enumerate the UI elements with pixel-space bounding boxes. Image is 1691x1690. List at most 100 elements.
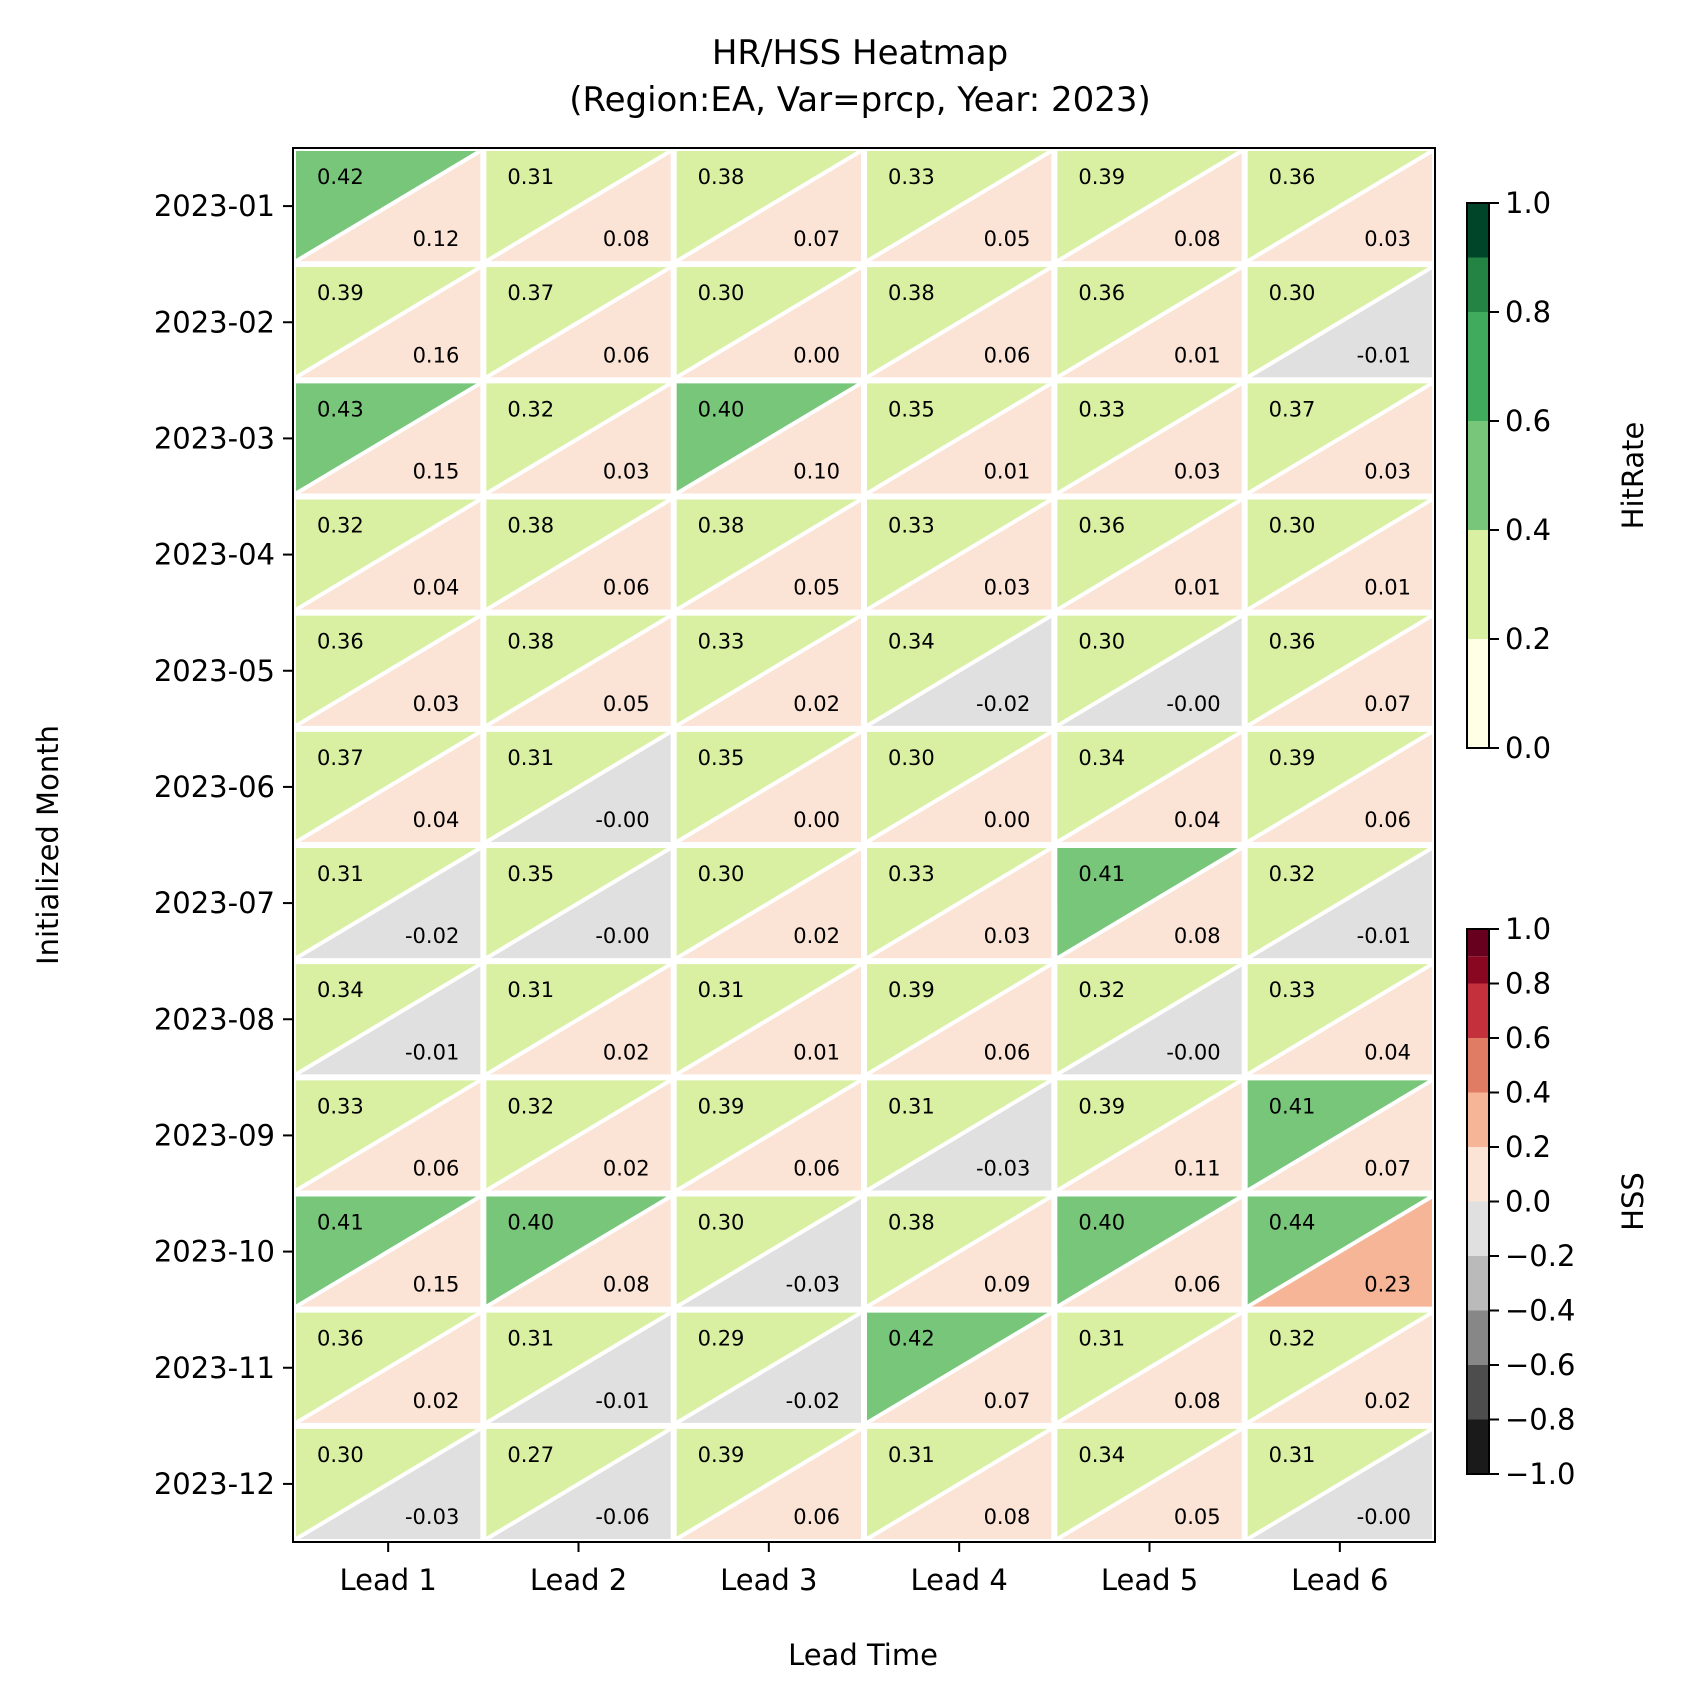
cell-diagonal xyxy=(1246,1427,1434,1541)
cell-diagonal xyxy=(675,1078,863,1193)
cell-diagonal xyxy=(294,846,482,960)
colorbar-tick-label: 0.2 xyxy=(1505,622,1551,656)
heatmap-cell-labels: 0.42 0.12 0.31 0.08 0.38 0.07 0.33 0.05 0.39 0.08… xyxy=(317,165,1411,1529)
hss-label: 0.06 xyxy=(1174,1273,1221,1297)
hss-label: 0.04 xyxy=(1174,808,1221,832)
hss-label: -0.00 xyxy=(1357,1505,1411,1529)
cell-diagonal xyxy=(865,730,1053,844)
colorbar-segment xyxy=(1467,639,1489,748)
x-axis-ticks: Lead 1 Lead 2 Lead 3 Lead 4 Lead 5 Lead 6 xyxy=(339,1542,1389,1597)
hss-label: 0.02 xyxy=(603,1040,650,1064)
y-tick-label: 2023-08 xyxy=(154,1002,275,1036)
hitrate-label: 0.39 xyxy=(698,1094,745,1118)
hitrate-label: 0.40 xyxy=(507,1211,554,1235)
cell-diagonal xyxy=(675,1427,863,1541)
cell-diagonal xyxy=(485,265,672,380)
hitrate-triangle xyxy=(486,383,671,494)
hitrate-label: 0.35 xyxy=(698,746,745,770)
heatmap-cells xyxy=(294,149,1434,1541)
hss-label: -0.01 xyxy=(1357,924,1411,948)
y-tick-label: 2023-04 xyxy=(154,538,275,572)
hitrate-label: 0.31 xyxy=(1078,1327,1125,1351)
hss-label: 0.06 xyxy=(984,1040,1031,1064)
cell-diagonal xyxy=(294,497,482,612)
hitrate-label: 0.34 xyxy=(888,630,935,654)
hitrate-label: 0.40 xyxy=(1078,1211,1125,1235)
hss-label: 0.03 xyxy=(1174,460,1221,484)
hitrate-label: 0.41 xyxy=(1078,862,1125,886)
hitrate-label: 0.29 xyxy=(698,1327,745,1351)
hss-label: 0.11 xyxy=(1174,1157,1221,1181)
colorbar-tick-label: −0.4 xyxy=(1505,1294,1575,1328)
hss-label: 0.02 xyxy=(793,692,840,716)
hss-label: 0.04 xyxy=(413,576,460,600)
colorbar-tick-label: −0.8 xyxy=(1505,1403,1575,1437)
cell-diagonal xyxy=(1246,1078,1434,1193)
hss-label: -0.03 xyxy=(786,1273,840,1297)
y-axis-label: Initialized Month xyxy=(31,725,65,965)
colorbar-tick-label: −1.0 xyxy=(1505,1457,1575,1491)
cell-diagonal xyxy=(294,265,482,380)
cell-diagonal xyxy=(865,1194,1053,1309)
colorbar-tick-label: 0.4 xyxy=(1505,513,1551,547)
hitrate-label: 0.32 xyxy=(1269,862,1316,886)
cell-diagonal xyxy=(1056,730,1243,844)
hitrate-colorbar: 0.0 0.2 0.4 0.6 0.8 1.0 HitRate xyxy=(1466,186,1650,765)
hitrate-label: 0.30 xyxy=(1269,281,1316,305)
hitrate-label: 0.33 xyxy=(888,165,935,189)
cell-diagonal xyxy=(485,381,672,496)
cell-diagonal xyxy=(485,1310,672,1425)
hss-label: -0.00 xyxy=(595,808,649,832)
y-tick-label: 2023-02 xyxy=(154,305,275,339)
hss-label: 0.04 xyxy=(413,808,460,832)
cell-diagonal xyxy=(1056,265,1243,380)
hss-label: 0.01 xyxy=(793,1040,840,1064)
hitrate-label: 0.42 xyxy=(888,1327,935,1351)
colorbar-tick-label: 0.6 xyxy=(1505,404,1551,438)
hitrate-label: 0.38 xyxy=(888,1211,935,1235)
hss-label: 0.06 xyxy=(603,576,650,600)
hss-label: -0.01 xyxy=(595,1389,649,1413)
colorbar-segment xyxy=(1467,1256,1489,1311)
colorbar-segment xyxy=(1467,1147,1489,1202)
y-tick-label: 2023-10 xyxy=(154,1235,275,1269)
hss-label: 0.03 xyxy=(1364,460,1411,484)
y-axis-ticks: 2023-01 2023-02 2023-03 2023-04 2023-05 2023-… xyxy=(154,189,293,1501)
hss-label: 0.06 xyxy=(413,1157,460,1181)
hitrate-label: 0.39 xyxy=(1078,1094,1125,1118)
cell-diagonal xyxy=(865,1310,1053,1425)
hss-label: -0.03 xyxy=(405,1505,459,1529)
hitrate-label: 0.30 xyxy=(317,1443,364,1467)
hitrate-label: 0.36 xyxy=(1269,165,1316,189)
hitrate-label: 0.36 xyxy=(1269,630,1316,654)
hitrate-label: 0.31 xyxy=(507,746,554,770)
colorbar-segment xyxy=(1467,1365,1489,1420)
hitrate-label: 0.31 xyxy=(317,862,364,886)
hss-label: 0.15 xyxy=(413,460,460,484)
hitrate-label: 0.30 xyxy=(1078,630,1125,654)
hitrate-label: 0.30 xyxy=(888,746,935,770)
cell-diagonal xyxy=(1246,1310,1434,1425)
colorbar-segment xyxy=(1467,312,1489,421)
colorbar-tick-label: 0.8 xyxy=(1505,967,1551,1001)
hitrate-label: 0.37 xyxy=(507,281,554,305)
hss-label: 0.06 xyxy=(1364,808,1411,832)
hss-label: 0.06 xyxy=(984,343,1031,367)
hss-label: 0.00 xyxy=(984,808,1031,832)
cell-diagonal xyxy=(1056,497,1243,612)
hss-label: 0.16 xyxy=(413,343,460,367)
plot-frame xyxy=(292,147,1436,1543)
hss-label: 0.06 xyxy=(603,343,650,367)
hitrate-label: 0.36 xyxy=(317,630,364,654)
hss-label: 0.02 xyxy=(603,1157,650,1181)
cell-diagonal xyxy=(485,613,672,728)
cell-diagonal xyxy=(1246,497,1434,612)
cell-diagonal xyxy=(485,1427,672,1541)
hitrate-label: 0.34 xyxy=(1078,746,1125,770)
cell-diagonal xyxy=(865,1078,1053,1193)
hitrate-label: 0.33 xyxy=(698,630,745,654)
hss-label: 0.10 xyxy=(793,460,840,484)
hitrate-label: 0.36 xyxy=(1078,514,1125,538)
hss-colorbar: −1.0 −0.8 −0.6 −0.4 −0.2 0.0 0.2 0.4 0.6 0.8 1.0 HS… xyxy=(1466,912,1650,1491)
hitrate-label: 0.31 xyxy=(1269,1443,1316,1467)
